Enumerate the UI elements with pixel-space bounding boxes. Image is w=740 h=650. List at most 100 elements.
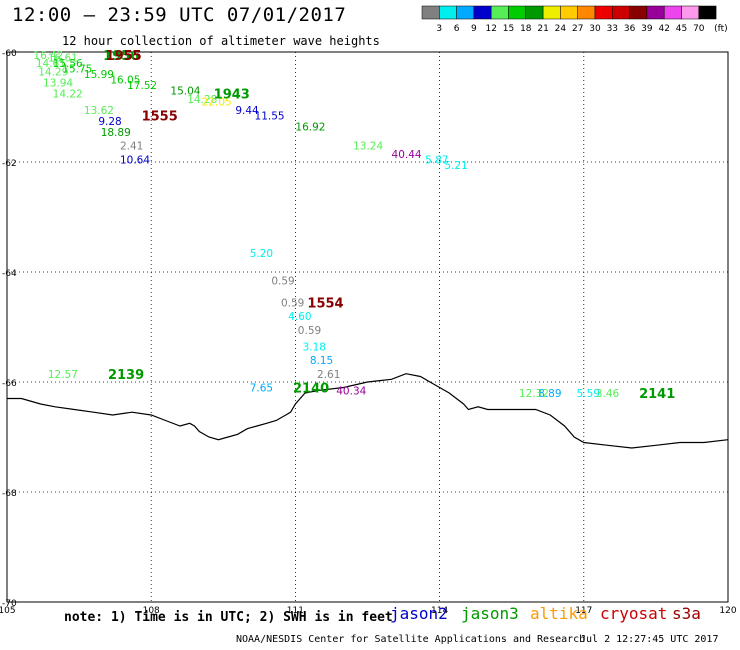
pass-time-label: 2139: [108, 368, 144, 383]
scale-swatch: [594, 5, 613, 20]
wave-height-value: 9.28: [98, 116, 121, 128]
pass-time-label: 1943: [214, 87, 250, 102]
page-subtitle: 12 hour collection of altimeter wave hei…: [62, 34, 380, 48]
satellite-legend-jason2: jason2: [390, 604, 448, 623]
scale-label: 30: [589, 24, 601, 34]
wave-height-value: 5.59: [577, 388, 600, 400]
satellite-legend-s3a: s3a: [672, 604, 701, 623]
wave-height-value: 15.75: [62, 64, 92, 76]
scale-swatch: [421, 5, 440, 20]
scale-swatch: [542, 5, 561, 20]
footer-note: note: 1) Time is in UTC; 2) SWH is in fe…: [64, 610, 393, 625]
wave-height-value: 13.94: [43, 77, 73, 89]
wave-height-value: 5.21: [444, 160, 467, 172]
wave-height-value: 15.56: [53, 58, 83, 70]
lon-tick-label: 111: [287, 606, 304, 616]
scale-label: 39: [641, 24, 653, 34]
wave-height-value: 11.55: [255, 110, 285, 122]
scale-label: 27: [572, 24, 583, 34]
wave-height-value: 3.46: [596, 388, 620, 400]
coastline-path: [7, 373, 729, 449]
satellite-legend-cryosat: cryosat: [600, 604, 668, 623]
scale-label: 3: [436, 24, 442, 34]
satellite-legend-altika: altika: [530, 604, 588, 623]
scale-label: 70: [693, 24, 705, 34]
wave-height-value: 18.89: [101, 127, 131, 139]
wave-height-value: 14.61: [36, 58, 66, 70]
lon-tick-label: 117: [575, 606, 592, 616]
scale-swatch: [560, 5, 578, 20]
color-scale-legend: 3 6 9 12 15 18 21 24 27 30 33 36 39 42 45 70 (ft): [421, 5, 728, 34]
scale-swatch: [698, 5, 717, 20]
wave-height-value: 2.41: [120, 141, 143, 153]
scale-swatch: [525, 5, 544, 20]
wave-height-value: 13.24: [353, 141, 383, 153]
scale-label: 33: [607, 24, 618, 34]
wave-height-value: 0.59: [281, 297, 304, 309]
scale-label: 21: [537, 24, 548, 34]
wave-height-value: 15.04: [170, 86, 200, 98]
wave-height-value: 12.57: [48, 369, 78, 381]
scale-label: 15: [503, 24, 514, 34]
wave-height-value: 14.29: [38, 66, 68, 78]
scale-swatch: [663, 5, 682, 20]
wave-height-value: 7.65: [250, 383, 273, 395]
lon-tick-label: 114: [431, 606, 448, 616]
page-title: 12:00 – 23:59 UTC 07/01/2017: [12, 4, 347, 26]
wave-height-value: 16.61: [48, 53, 78, 65]
wave-height-value: 0.59: [298, 325, 321, 337]
wave-height-value: 5.20: [250, 248, 273, 260]
wave-height-value: 17.52: [127, 80, 157, 92]
pass-time-label: 1555: [142, 109, 178, 124]
wave-height-value: 16.92: [295, 121, 325, 133]
pass-time-label: 2140: [293, 382, 329, 397]
wave-height-value: 0.59: [271, 275, 294, 287]
wave-height-value: 2.61: [317, 369, 340, 381]
scale-label: 6: [454, 24, 460, 34]
wave-height-value: 14.22: [53, 88, 83, 100]
wave-height-value: 12.32: [519, 388, 549, 400]
scale-swatch: [456, 5, 475, 20]
scale-label: 12: [485, 24, 496, 34]
lat-tick-label: -66: [2, 379, 17, 389]
pass-time-label: 1955: [106, 49, 142, 64]
scale-swatch: [508, 5, 527, 20]
wave-height-value: 10.64: [120, 154, 150, 166]
wave-height-value: 5.87: [425, 154, 448, 166]
pass-time-label: 1956: [103, 49, 139, 64]
wave-height-value: 3.18: [303, 341, 326, 353]
credit-line: NOAA/NESDIS Center for Satellite Applica…: [236, 634, 586, 645]
pass-time-label: 2141: [639, 387, 675, 402]
scale-swatch: [473, 5, 492, 20]
scale-label: 24: [555, 24, 567, 34]
scale-swatch: [490, 5, 509, 20]
wave-height-value: 40.44: [392, 149, 422, 161]
lat-tick-label: -64: [2, 269, 17, 279]
scale-label: 42: [658, 24, 669, 34]
wave-height-value: 8.89: [538, 388, 561, 400]
lon-tick-label: 108: [143, 606, 160, 616]
scale-label: 45: [676, 24, 687, 34]
lat-tick-label: -60: [2, 49, 17, 59]
scale-swatch: [646, 5, 665, 20]
credit-date: Jul 2 12:27:45 UTC 2017: [580, 634, 719, 645]
wave-height-value: 15.99: [84, 69, 114, 81]
wave-height-value: 16.05: [110, 75, 140, 87]
scale-label: 18: [520, 24, 532, 34]
scale-swatch: [439, 5, 457, 20]
lat-tick-label: -62: [2, 159, 17, 169]
satellite-legend-jason3: jason3: [461, 604, 519, 623]
scale-label: 9: [471, 24, 477, 34]
coastline: [7, 373, 729, 449]
scale-swatch: [629, 5, 648, 20]
pass-time-label: 1554: [307, 296, 343, 311]
scale-swatch: [612, 5, 630, 20]
wave-height-value: 8.15: [310, 355, 333, 367]
lat-tick-label: -68: [2, 489, 17, 499]
lon-tick-label: 120: [719, 606, 736, 616]
scale-unit: (ft): [714, 24, 728, 34]
lat-tick-label: -70: [2, 599, 17, 609]
